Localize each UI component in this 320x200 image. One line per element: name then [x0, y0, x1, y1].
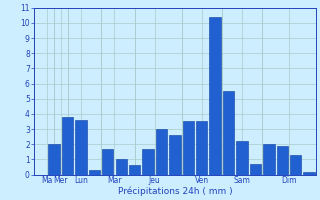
- Bar: [263, 144, 275, 175]
- Bar: [142, 149, 154, 175]
- Bar: [210, 17, 221, 175]
- Bar: [102, 149, 114, 175]
- Bar: [276, 146, 288, 175]
- X-axis label: Précipitations 24h ( mm ): Précipitations 24h ( mm ): [117, 186, 232, 196]
- Bar: [236, 141, 248, 175]
- Bar: [89, 170, 100, 175]
- Bar: [290, 155, 301, 175]
- Bar: [250, 164, 261, 175]
- Bar: [156, 129, 167, 175]
- Bar: [129, 165, 140, 175]
- Bar: [48, 144, 60, 175]
- Bar: [116, 159, 127, 175]
- Bar: [169, 135, 180, 175]
- Bar: [303, 172, 315, 175]
- Bar: [223, 91, 234, 175]
- Bar: [183, 121, 194, 175]
- Bar: [196, 121, 207, 175]
- Bar: [75, 120, 87, 175]
- Bar: [62, 117, 73, 175]
